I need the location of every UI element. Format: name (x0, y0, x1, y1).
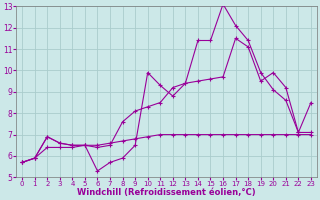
X-axis label: Windchill (Refroidissement éolien,°C): Windchill (Refroidissement éolien,°C) (77, 188, 256, 197)
